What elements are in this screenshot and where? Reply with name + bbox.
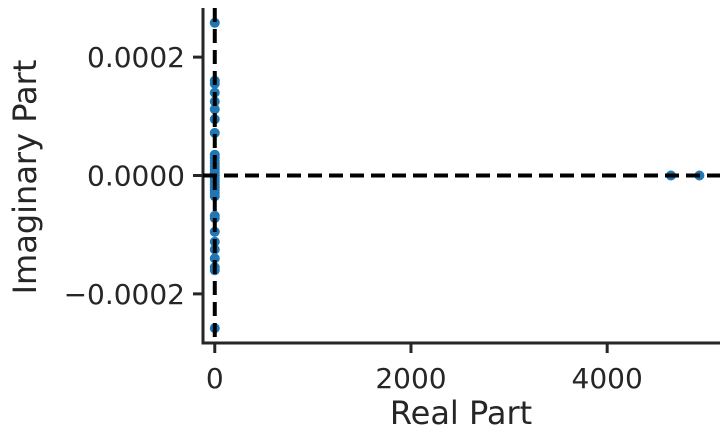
data-point xyxy=(209,191,220,202)
x-axis-label: Real Part xyxy=(390,394,532,432)
x-tick-label: 4000 xyxy=(572,362,643,395)
y-tick-label: 0.0000 xyxy=(87,160,185,193)
data-point xyxy=(209,127,220,138)
y-tick-label: −0.0002 xyxy=(64,278,185,311)
plot-area: 0 2000 4000 −0.0002 0.0000 0.0002 xyxy=(64,8,720,395)
y-axis-label: Imaginary Part xyxy=(6,60,44,295)
data-point xyxy=(209,253,220,264)
x-tick-label: 2000 xyxy=(375,362,446,395)
data-point xyxy=(209,104,220,115)
x-tick-label: 0 xyxy=(206,362,224,395)
data-point xyxy=(209,17,220,28)
y-tick-label: 0.0002 xyxy=(87,41,185,74)
